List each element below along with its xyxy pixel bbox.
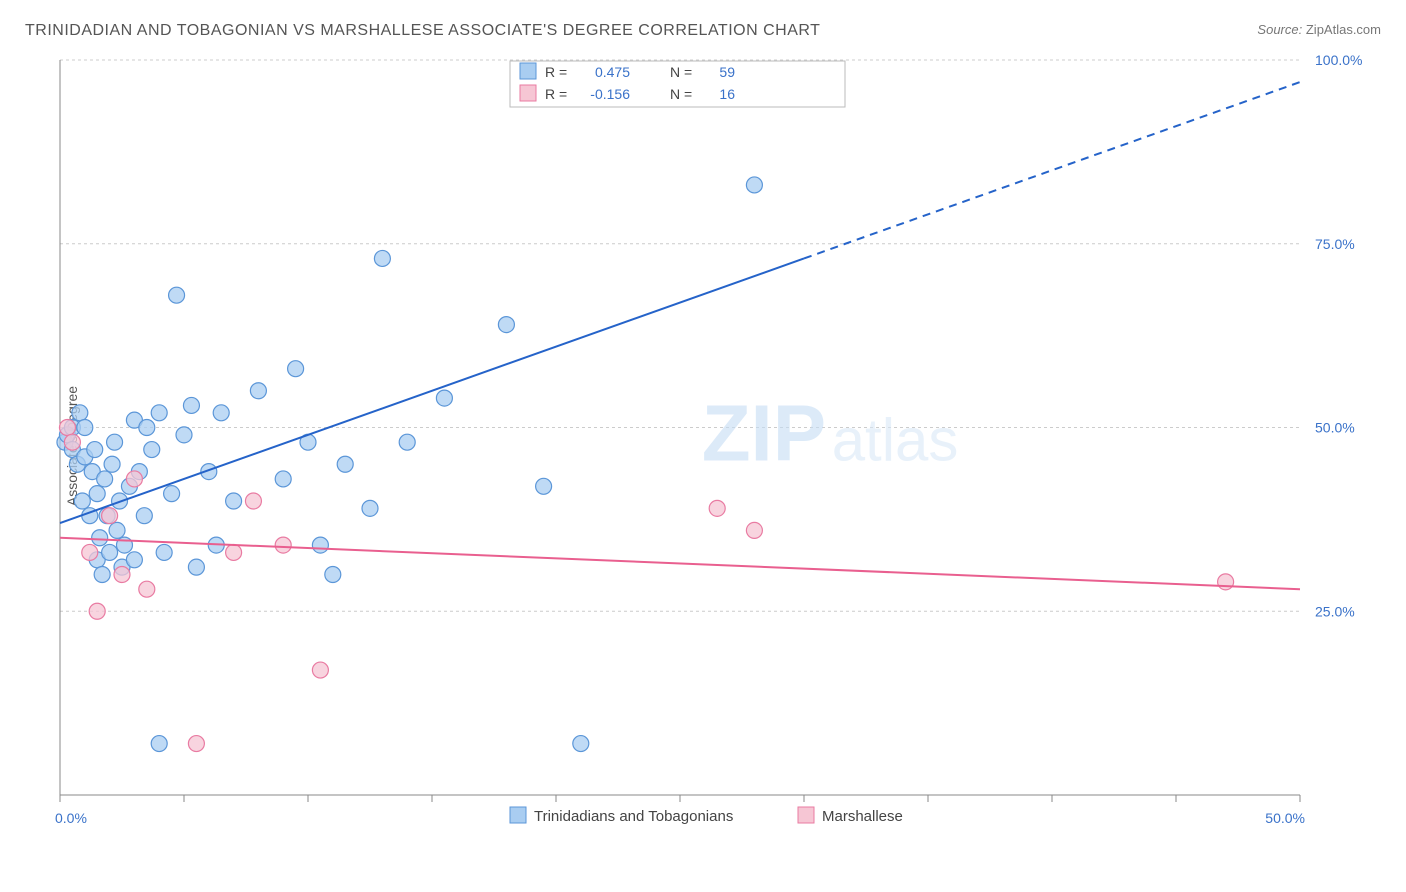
source-attribution: Source: ZipAtlas.com xyxy=(1257,22,1381,37)
legend-label: Marshallese xyxy=(822,808,903,825)
data-point xyxy=(151,736,167,752)
data-point xyxy=(183,397,199,413)
data-point xyxy=(156,544,172,560)
legend-swatch xyxy=(520,85,536,101)
legend-n-value: 16 xyxy=(719,86,735,102)
data-point xyxy=(151,405,167,421)
data-point xyxy=(136,508,152,524)
data-point xyxy=(126,471,142,487)
data-point xyxy=(498,317,514,333)
data-point xyxy=(1218,574,1234,590)
data-point xyxy=(82,544,98,560)
legend-label: Trinidadians and Tobagonians xyxy=(534,808,733,825)
y-tick-label: 50.0% xyxy=(1315,420,1355,436)
data-point xyxy=(188,736,204,752)
data-point xyxy=(144,442,160,458)
y-tick-label: 75.0% xyxy=(1315,236,1355,252)
data-point xyxy=(399,434,415,450)
data-point xyxy=(102,544,118,560)
data-point xyxy=(176,427,192,443)
legend-r-value: -0.156 xyxy=(590,86,630,102)
data-point xyxy=(104,456,120,472)
data-point xyxy=(139,420,155,436)
trend-line xyxy=(60,538,1300,589)
data-point xyxy=(94,567,110,583)
watermark: ZIP xyxy=(702,389,826,478)
data-point xyxy=(97,471,113,487)
data-point xyxy=(573,736,589,752)
data-point xyxy=(92,530,108,546)
x-tick-label: 50.0% xyxy=(1265,810,1305,826)
data-point xyxy=(337,456,353,472)
data-point xyxy=(89,603,105,619)
chart-title: TRINIDADIAN AND TOBAGONIAN VS MARSHALLES… xyxy=(25,22,820,40)
legend-n-value: 59 xyxy=(719,64,735,80)
data-point xyxy=(436,390,452,406)
data-point xyxy=(213,405,229,421)
data-point xyxy=(275,471,291,487)
legend-n-label: N = xyxy=(670,64,692,80)
data-point xyxy=(709,500,725,516)
legend-r-label: R = xyxy=(545,86,567,102)
data-point xyxy=(102,508,118,524)
data-point xyxy=(139,581,155,597)
data-point xyxy=(114,567,130,583)
data-point xyxy=(126,552,142,568)
data-point xyxy=(59,420,75,436)
data-point xyxy=(64,434,80,450)
data-point xyxy=(746,177,762,193)
data-point xyxy=(536,478,552,494)
data-point xyxy=(226,493,242,509)
x-tick-label: 0.0% xyxy=(55,810,87,826)
data-point xyxy=(89,486,105,502)
data-point xyxy=(188,559,204,575)
data-point xyxy=(275,537,291,553)
data-point xyxy=(107,434,123,450)
data-point xyxy=(245,493,261,509)
data-point xyxy=(164,486,180,502)
data-point xyxy=(87,442,103,458)
data-point xyxy=(169,287,185,303)
y-tick-label: 25.0% xyxy=(1315,603,1355,619)
legend-r-value: 0.475 xyxy=(595,64,630,80)
legend-swatch xyxy=(510,807,526,823)
data-point xyxy=(77,420,93,436)
source-value: ZipAtlas.com xyxy=(1306,22,1381,37)
data-point xyxy=(226,544,242,560)
data-point xyxy=(746,522,762,538)
data-point xyxy=(288,361,304,377)
y-tick-label: 100.0% xyxy=(1315,55,1362,68)
data-point xyxy=(325,567,341,583)
legend-r-label: R = xyxy=(545,64,567,80)
watermark: atlas xyxy=(832,407,959,474)
data-point xyxy=(312,662,328,678)
data-point xyxy=(250,383,266,399)
legend-swatch xyxy=(520,63,536,79)
trend-line-extrapolated xyxy=(804,82,1300,258)
data-point xyxy=(312,537,328,553)
data-point xyxy=(109,522,125,538)
source-label: Source: xyxy=(1257,22,1302,37)
data-point xyxy=(74,493,90,509)
data-point xyxy=(362,500,378,516)
data-point xyxy=(374,250,390,266)
legend-swatch xyxy=(798,807,814,823)
legend-n-label: N = xyxy=(670,86,692,102)
data-point xyxy=(72,405,88,421)
correlation-chart: 25.0% 50.0% 75.0% 100.0% ZIPatlas 0.0% 50.0% R … xyxy=(50,55,1380,835)
